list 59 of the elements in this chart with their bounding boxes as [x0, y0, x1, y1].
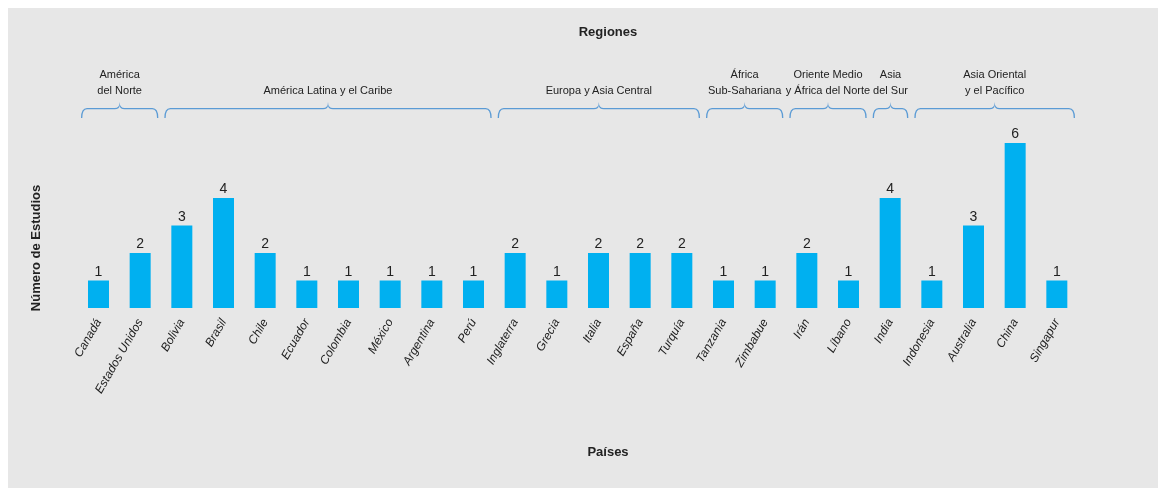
data-label: 4 [219, 180, 228, 196]
data-label: 1 [1052, 262, 1061, 279]
text: Asia del Sur [873, 68, 909, 96]
data-label: 1 [552, 262, 561, 279]
data-label: 3 [177, 207, 186, 224]
data-label: 1 [844, 262, 853, 279]
bar [129, 253, 151, 308]
data-label: 2 [594, 235, 603, 251]
bar [421, 280, 443, 308]
bar [588, 253, 609, 308]
bar [671, 253, 693, 308]
data-label: 1 [469, 262, 478, 279]
x-axis-title: Países [587, 444, 629, 459]
bar [921, 280, 943, 308]
text: América Latina y el Caribe [263, 84, 393, 96]
text: Oriente Medio y África del Norte [785, 68, 871, 96]
bar [754, 280, 776, 308]
text: Europa y Asia Central [545, 84, 653, 96]
data-label: 4 [886, 180, 895, 196]
bar [213, 198, 234, 308]
bar [171, 225, 193, 308]
x-tick-label: Irán [790, 315, 813, 341]
data-label: 1 [719, 262, 728, 279]
data-label: 1 [344, 262, 353, 279]
text: Asia Oriental y el Pacífico [963, 68, 1027, 96]
bar [254, 253, 276, 308]
data-label: 1 [761, 262, 770, 279]
data-label: 2 [261, 235, 270, 251]
data-label: 2 [511, 235, 520, 251]
bar [713, 280, 734, 308]
data-label: 6 [1011, 125, 1020, 141]
chart-title: Regiones [578, 24, 638, 39]
bar [504, 253, 526, 308]
data-label: 1 [427, 262, 436, 279]
data-label: 1 [927, 262, 936, 279]
bar [463, 280, 484, 308]
bar [88, 280, 109, 308]
data-label: 1 [94, 262, 103, 279]
data-label: 2 [677, 235, 686, 251]
bar [1004, 143, 1026, 308]
bar [629, 253, 651, 308]
bar [796, 253, 818, 308]
bar [379, 280, 401, 308]
data-label: 1 [386, 262, 395, 279]
data-label: 2 [802, 235, 811, 251]
y-axis-title: Número de Estudios [28, 184, 43, 312]
data-label: 3 [969, 207, 978, 224]
bar [296, 280, 318, 308]
bar [546, 280, 568, 308]
bar [963, 225, 984, 308]
text: África Sub-Sahariana [707, 68, 783, 96]
bar [338, 280, 359, 308]
bar [879, 198, 901, 308]
bar [838, 280, 859, 308]
bar [1046, 280, 1068, 308]
data-label: 1 [302, 262, 311, 279]
data-label: 2 [636, 235, 645, 251]
text: América del Norte [97, 68, 142, 96]
data-label: 2 [136, 235, 145, 251]
